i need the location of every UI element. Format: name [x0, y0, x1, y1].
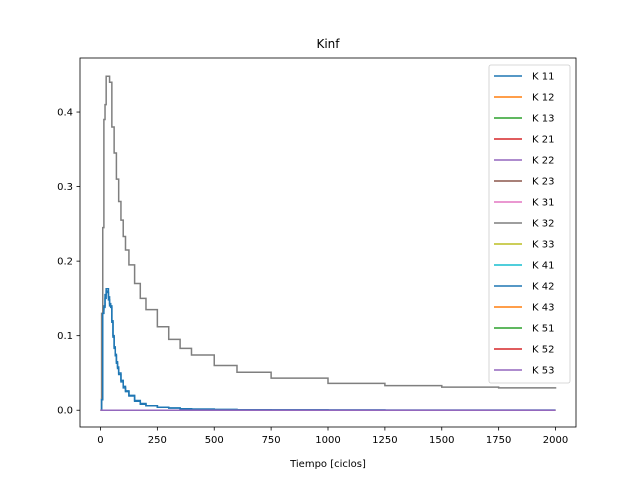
legend-label-k11: K 11	[532, 72, 554, 83]
legend-label-k31: K 31	[532, 198, 554, 209]
legend-label-k23: K 23	[532, 177, 554, 188]
legend-label-k32: K 32	[532, 219, 554, 230]
y-axis: 0.0 0.1 0.2 0.3 0.4	[57, 108, 80, 417]
legend: K 11 K 12 K 13 K 21 K 22 K 23 K 31 K 32 K 33 K 41…	[488, 64, 571, 384]
x-tick-label: 2000	[543, 435, 568, 446]
x-tick-label: 1750	[486, 435, 511, 446]
legend-label-k43: K 43	[532, 303, 554, 314]
x-tick-label: 500	[205, 435, 224, 446]
x-tick-label: 0	[97, 435, 103, 446]
legend-label-k52: K 52	[532, 345, 554, 356]
legend-label-k33: K 33	[532, 240, 554, 251]
x-tick-label: 1500	[429, 435, 454, 446]
y-tick-label: 0.2	[57, 257, 73, 268]
legend-box	[488, 64, 571, 384]
x-tick-label: 250	[148, 435, 167, 446]
x-axis-label: Tiempo [ciclos]	[289, 459, 366, 470]
x-tick-label: 1000	[315, 435, 340, 446]
chart-title: Kinf	[316, 37, 340, 51]
legend-label-k22: K 22	[532, 156, 554, 167]
y-tick-label: 0.3	[57, 182, 73, 193]
y-tick-label: 0.0	[57, 406, 73, 417]
legend-label-k13: K 13	[532, 114, 554, 125]
legend-label-k53: K 53	[532, 366, 554, 377]
legend-label-k51: K 51	[532, 324, 554, 335]
legend-label-k42: K 42	[532, 282, 554, 293]
y-tick-label: 0.4	[57, 108, 73, 119]
legend-label-k41: K 41	[532, 261, 554, 272]
y-tick-label: 0.1	[57, 331, 73, 342]
x-tick-label: 750	[262, 435, 281, 446]
x-axis: 0 250 500 750 1000 1250 1500 1750 2000	[97, 427, 568, 446]
legend-label-k21: K 21	[532, 135, 554, 146]
plot-area	[100, 75, 557, 411]
series-line-k32	[100, 75, 557, 411]
x-tick-label: 1250	[372, 435, 397, 446]
legend-label-k12: K 12	[532, 93, 554, 104]
